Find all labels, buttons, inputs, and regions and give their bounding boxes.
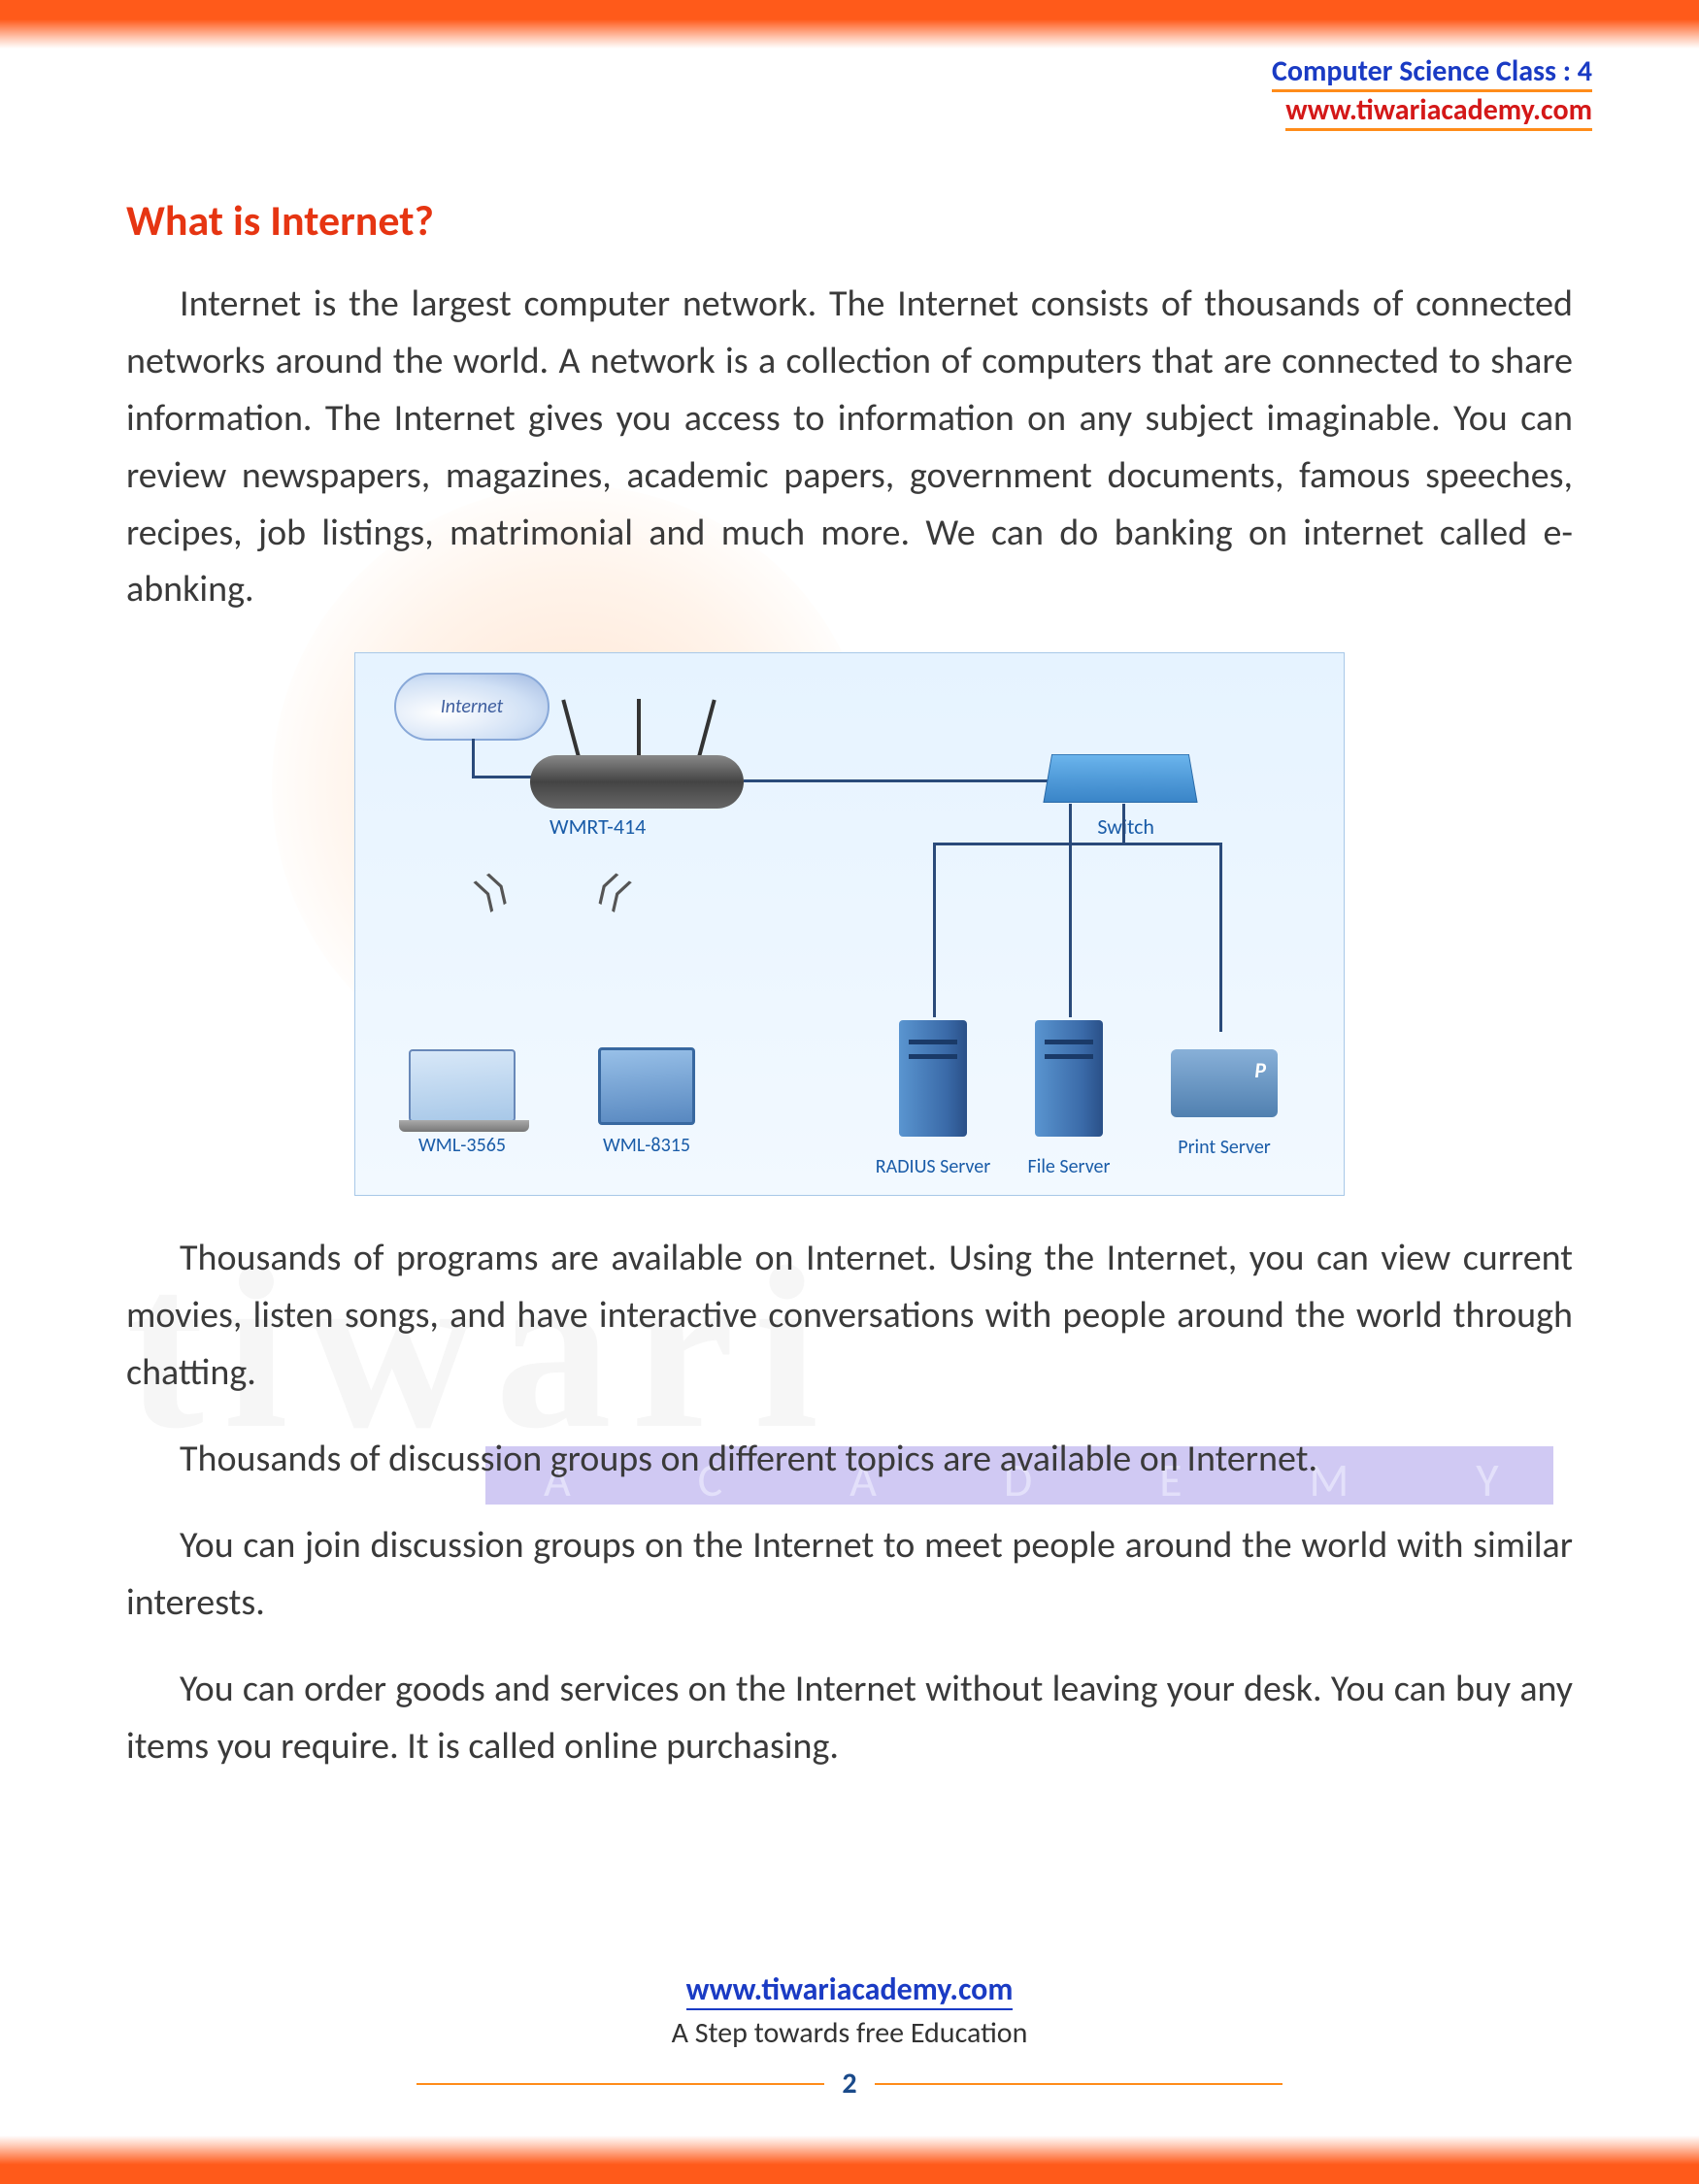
cloud-label: Internet: [394, 673, 550, 741]
antenna-1: [561, 700, 580, 757]
header-url: www.tiwariacademy.com: [1285, 92, 1592, 131]
router-label: WMRT-414: [550, 813, 646, 840]
antenna-2: [637, 699, 641, 757]
line-router-switch: [744, 779, 1054, 782]
desktop-label: WML-8315: [603, 1135, 690, 1156]
desktop-icon: [598, 1047, 695, 1125]
paragraph-3: Thousands of discussion groups on differ…: [126, 1431, 1573, 1488]
wireless-router: WMRT-414: [530, 755, 744, 809]
line-switch-v3: [933, 843, 936, 1017]
footer-tagline: A Step towards free Education: [0, 2015, 1699, 2051]
print-server: Print Server: [1171, 1049, 1278, 1117]
main-heading: What is Internet?: [126, 194, 1573, 247]
antenna-3: [697, 700, 716, 757]
print-label: Print Server: [1178, 1137, 1271, 1158]
radius-server: RADIUS Server: [899, 1020, 967, 1137]
wifi-icon-1: ⟩⟩: [467, 863, 517, 919]
paragraph-1: Internet is the largest computer network…: [126, 276, 1573, 618]
file-server: File Server: [1035, 1020, 1103, 1137]
router-body: [530, 755, 744, 809]
top-border: [0, 0, 1699, 49]
paragraph-4: You can join discussion groups on the In…: [126, 1517, 1573, 1632]
page-line-left: [416, 2083, 824, 2085]
line-cloud-router: [472, 739, 475, 776]
radius-label: RADIUS Server: [876, 1156, 990, 1177]
printer-icon: [1171, 1049, 1278, 1117]
file-tower-icon: [1035, 1020, 1103, 1137]
header-info: Computer Science Class : 4 www.tiwariaca…: [1272, 53, 1592, 131]
wifi-icon-2: ⟨⟨: [588, 863, 639, 919]
line-switch-h: [933, 843, 1219, 845]
page-number-wrap: 2: [0, 2066, 1699, 2101]
footer-url: www.tiwariacademy.com: [686, 1970, 1014, 2010]
switch-label: Switch: [1097, 813, 1154, 840]
radius-tower-icon: [899, 1020, 967, 1137]
network-diagram: Internet WMRT-414 Switch ⟩⟩ ⟨⟨ WML-3565 …: [354, 652, 1345, 1196]
laptop-device: WML-3565: [409, 1049, 516, 1122]
line-switch-v2: [1122, 804, 1125, 843]
bottom-border: [0, 2135, 1699, 2184]
page-footer: www.tiwariacademy.com A Step towards fre…: [0, 1970, 1699, 2101]
page-line-right: [875, 2083, 1283, 2085]
content-area: What is Internet? Internet is the larges…: [0, 194, 1699, 1774]
network-switch: [1043, 754, 1197, 803]
laptop-icon: [409, 1049, 516, 1122]
file-label: File Server: [1028, 1156, 1111, 1177]
laptop-label: WML-3565: [418, 1135, 506, 1156]
header-title: Computer Science Class : 4: [1272, 53, 1592, 92]
page-number: 2: [827, 2066, 871, 2101]
paragraph-2: Thousands of programs are available on I…: [126, 1230, 1573, 1402]
paragraph-5: You can order goods and services on the …: [126, 1661, 1573, 1775]
desktop-device: WML-8315: [598, 1047, 695, 1125]
line-switch-v1: [1069, 804, 1072, 1017]
line-switch-v4: [1219, 843, 1222, 1032]
